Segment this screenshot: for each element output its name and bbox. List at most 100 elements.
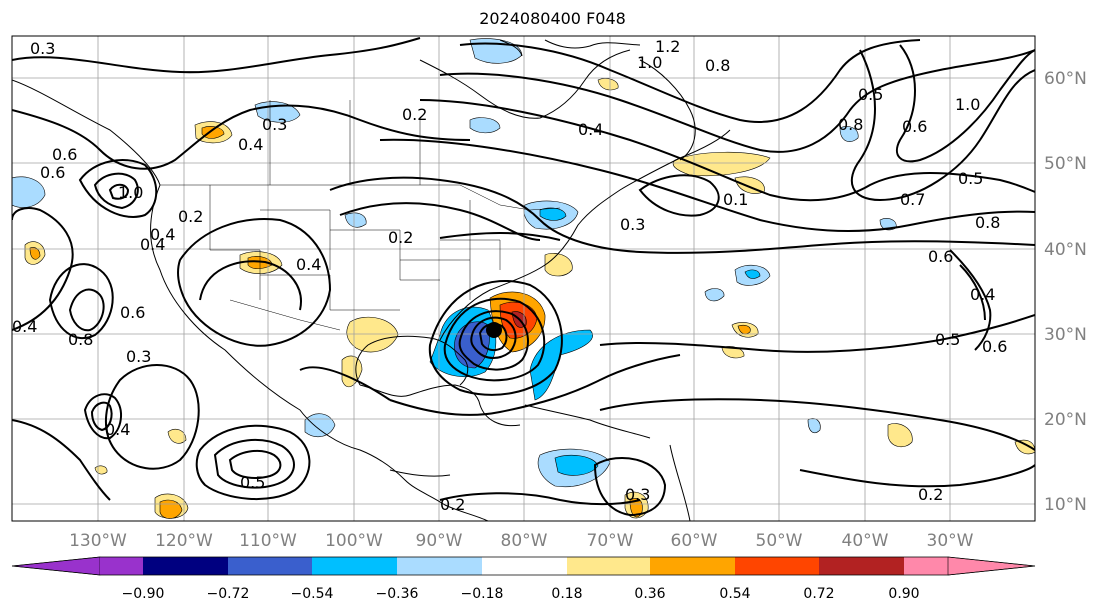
colorbar-tick-label: −0.54	[291, 586, 334, 602]
plot-title: 2024080400 F048	[479, 9, 626, 28]
colorbar-tick-label: −0.18	[461, 586, 504, 602]
contour-label: 1.0	[955, 95, 980, 114]
lon-tick-label: 70°W	[587, 531, 634, 551]
shade-positive-texas	[346, 316, 399, 353]
contour-label: 0.6	[928, 247, 953, 266]
contour-label: 0.2	[178, 207, 203, 226]
colorbar-extend-low	[11, 556, 101, 576]
contour-label: 0.4	[296, 255, 321, 274]
contour-label: 0.2	[388, 228, 413, 247]
colorbar-tick-label: −0.36	[376, 586, 419, 602]
colorbar-tick-label: −0.90	[122, 586, 165, 602]
lon-tick-label: 30°W	[927, 531, 974, 551]
lat-tick-label: 60°N	[1044, 69, 1087, 89]
lat-tick-label: 50°N	[1044, 154, 1087, 174]
shade-negative-small5	[807, 418, 821, 433]
colorbar-segment	[397, 557, 483, 575]
lon-tick-label: 130°W	[69, 531, 127, 551]
contour-label: 0.5	[240, 473, 265, 492]
longitude-axis: 130°W 120°W 110°W 100°W 90°W 80°W 70°W 6…	[69, 531, 974, 551]
shade-negative-ne-core	[539, 207, 567, 221]
contour-label: 0.3	[126, 347, 151, 366]
lon-tick-label: 100°W	[325, 531, 383, 551]
colorbar-segment	[567, 557, 651, 575]
shade-negative-mid-core	[744, 269, 761, 279]
contour-label: 0.4	[578, 120, 603, 139]
contour-label: 0.4	[970, 285, 995, 304]
shade-positive-s1-core	[159, 499, 183, 519]
shade-positive-greenland	[597, 78, 619, 91]
lon-tick-label: 60°W	[671, 531, 718, 551]
contour-lines	[12, 37, 1035, 517]
tropical-cyclone-center-marker	[486, 322, 502, 338]
lon-tick-label: 50°W	[756, 531, 803, 551]
colorbar-tick-label: 0.72	[803, 586, 834, 602]
shade-positive-e2	[1014, 439, 1035, 455]
shade-negative-small2	[839, 126, 859, 142]
contour-label: 0.8	[68, 330, 93, 349]
lat-tick-label: 20°N	[1044, 410, 1087, 430]
contour-label: 1.0	[118, 183, 143, 202]
contour-label: 0.3	[30, 39, 55, 58]
contour-label: 1.2	[655, 37, 680, 56]
colorbar-outline	[11, 556, 1036, 576]
colorbar-tick-label: 0.54	[719, 586, 750, 602]
colorbar-tick-label: 0.36	[634, 586, 665, 602]
shade-positive-atl1-core	[737, 324, 751, 335]
lon-tick-label: 40°W	[842, 531, 889, 551]
shade-positive-newfoundland	[672, 151, 771, 177]
contour-label: 0.6	[52, 145, 77, 164]
shade-negative-w	[12, 176, 46, 208]
shade-negative-labrador	[469, 117, 501, 134]
shade-negative-atlantic	[529, 329, 593, 401]
colorbar: −0.90 −0.72 −0.54 −0.36 −0.18 0.18 0.36 …	[11, 556, 1036, 602]
shade-positive-w2	[167, 428, 187, 444]
contour-label: 0.3	[625, 485, 650, 504]
shade-positive-s2-core	[629, 498, 643, 518]
contour-label: 0.6	[120, 303, 145, 322]
contour-label: 0.8	[705, 56, 730, 75]
lat-tick-label: 30°N	[1044, 325, 1087, 345]
contour-label: 0.8	[838, 115, 863, 134]
contour-label: 0.3	[262, 115, 287, 134]
colorbar-tick-label: 0.18	[551, 586, 582, 602]
contour-label: 0.4	[140, 235, 165, 254]
contour-label: 0.3	[620, 215, 645, 234]
colorbar-segment	[143, 557, 229, 575]
lon-tick-label: 120°W	[155, 531, 213, 551]
contour-label: 0.2	[440, 495, 465, 514]
shade-negative-mex	[304, 413, 336, 438]
colorbar-extend-high	[947, 556, 1036, 576]
contour-label: 0.4	[105, 420, 130, 439]
colorbar-segment	[735, 557, 820, 575]
contour-label: 1.0	[637, 53, 662, 72]
contour-label: 0.6	[40, 163, 65, 182]
lon-tick-label: 90°W	[416, 531, 463, 551]
colorbar-tick-label: 0.90	[888, 586, 919, 602]
shade-positive-east	[544, 252, 573, 277]
contour-label: 0.5	[958, 169, 983, 188]
lon-tick-label: 110°W	[239, 531, 297, 551]
contour-label: 0.5	[858, 85, 883, 104]
lat-tick-label: 10°N	[1044, 495, 1087, 515]
map-background	[12, 36, 1035, 521]
lat-tick-label: 40°N	[1044, 240, 1087, 260]
shade-positive-ca-core	[29, 247, 41, 260]
contour-label: 0.1	[723, 190, 748, 209]
shade-negative-small1	[704, 288, 725, 302]
colorbar-segment	[904, 557, 949, 575]
latitude-axis: 60°N 50°N 40°N 30°N 20°N 10°N	[1044, 69, 1087, 515]
colorbar-tick-label: −0.72	[207, 586, 250, 602]
colorbar-segment	[482, 557, 568, 575]
contour-label-group: 0.3 1.2 1.0 0.8 0.2 0.4 0.5 0.6 1.0 0.7 …	[12, 37, 1007, 514]
coastlines	[12, 39, 731, 521]
colorbar-segment	[650, 557, 736, 575]
colorbar-segment	[228, 557, 313, 575]
lon-tick-label: 80°W	[501, 531, 548, 551]
shade-positive-e1	[887, 423, 913, 448]
contour-label: 0.4	[150, 225, 175, 244]
contour-label: 0.6	[902, 117, 927, 136]
contour-label: 0.4	[238, 135, 263, 154]
contour-label: 0.7	[900, 190, 925, 209]
contour-label: 0.5	[935, 330, 960, 349]
